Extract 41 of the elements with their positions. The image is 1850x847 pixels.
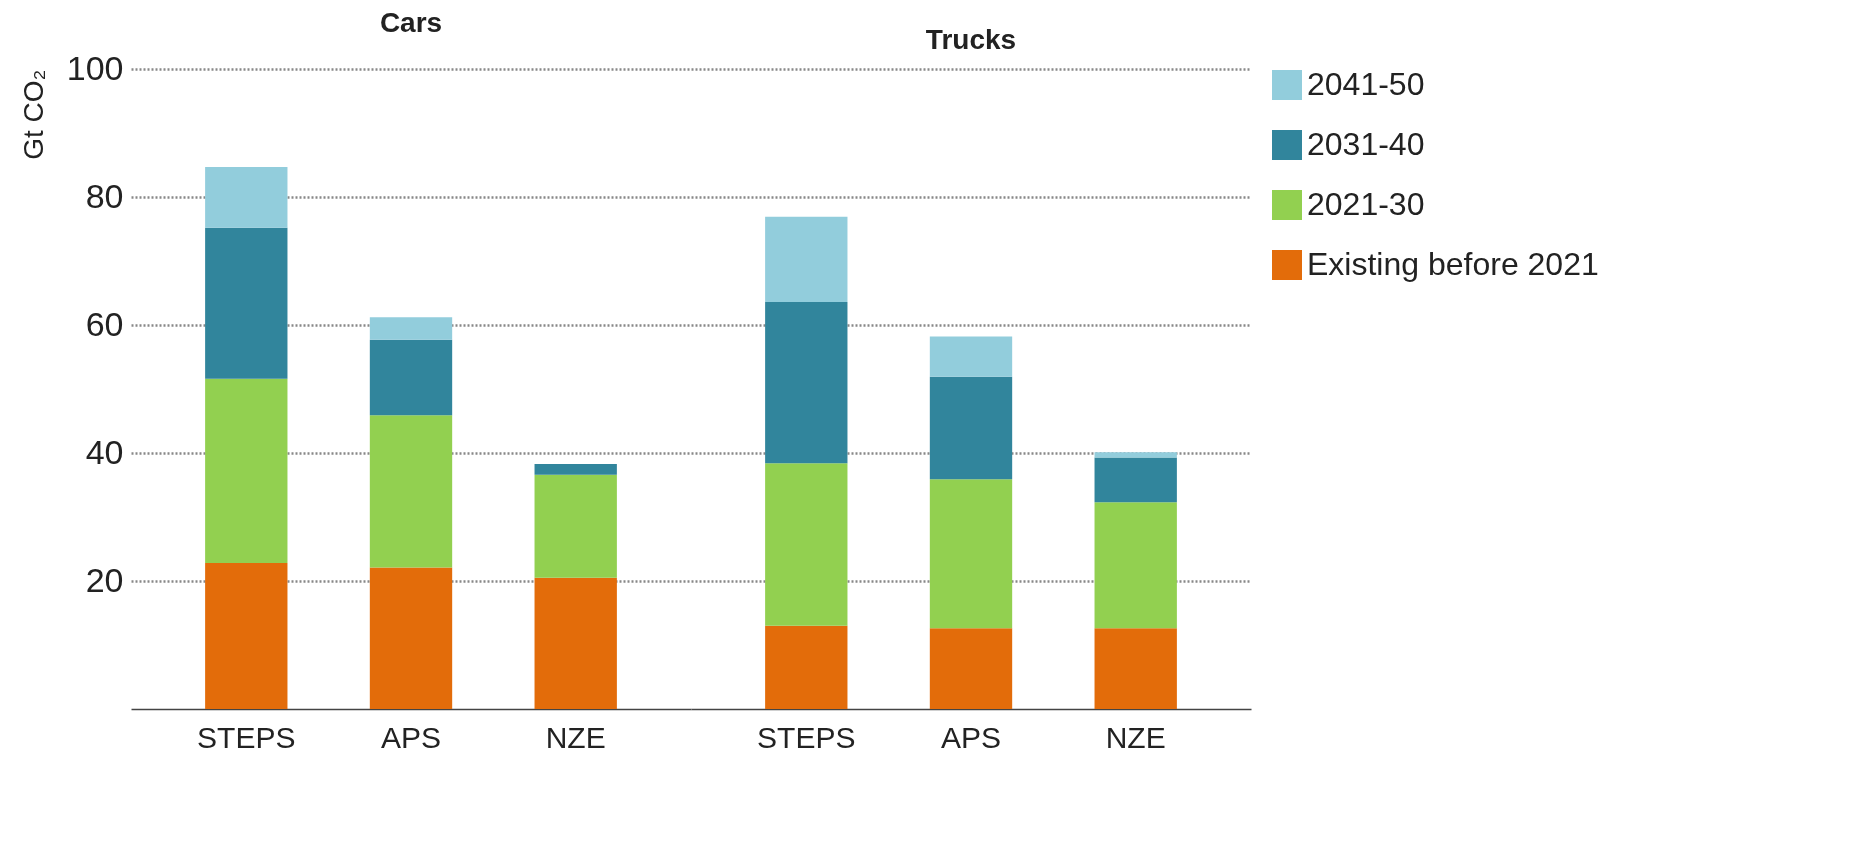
y-tick-label: 100 bbox=[66, 48, 124, 87]
bar bbox=[534, 463, 617, 475]
bar bbox=[369, 415, 453, 568]
bar bbox=[1094, 628, 1177, 709]
bar bbox=[369, 567, 453, 709]
bar bbox=[929, 628, 1013, 709]
x-tick-label: STEPS bbox=[197, 720, 296, 754]
bar bbox=[765, 625, 848, 709]
bar bbox=[929, 336, 1013, 377]
chart-title: Trucks bbox=[925, 24, 1017, 55]
bar bbox=[205, 378, 288, 564]
bar bbox=[205, 166, 288, 228]
y-tick-label: 80 bbox=[85, 176, 124, 215]
y-tick-label: 40 bbox=[85, 432, 124, 471]
y-tick-label: 20 bbox=[85, 560, 124, 599]
legend-label: Existing before 2021 bbox=[1307, 246, 1599, 282]
bar bbox=[534, 474, 617, 578]
x-tick-label: NZE bbox=[1105, 720, 1166, 754]
x-tick-label: APS bbox=[940, 720, 1002, 754]
bar bbox=[1094, 502, 1177, 629]
bar bbox=[929, 479, 1013, 629]
bar bbox=[929, 376, 1013, 480]
y-tick-label: 60 bbox=[85, 304, 124, 343]
bar bbox=[534, 577, 617, 709]
chart-title: Cars bbox=[379, 7, 443, 38]
bar bbox=[765, 216, 848, 302]
x-tick-label: STEPS bbox=[757, 720, 856, 754]
x-tick-label: APS bbox=[380, 720, 442, 754]
legend-label: 2041-50 bbox=[1307, 66, 1425, 102]
bar bbox=[369, 317, 453, 340]
x-tick-label: NZE bbox=[545, 720, 606, 754]
bar bbox=[1094, 457, 1177, 503]
bar bbox=[765, 301, 848, 464]
bar bbox=[205, 227, 288, 379]
bar bbox=[205, 563, 288, 709]
legend-label: 2031-40 bbox=[1307, 126, 1425, 162]
bar bbox=[765, 463, 848, 626]
y-axis-title: Gt CO₂ bbox=[17, 69, 49, 160]
bar bbox=[1094, 452, 1177, 458]
bar bbox=[369, 339, 453, 416]
legend-label: 2021-30 bbox=[1307, 186, 1425, 222]
